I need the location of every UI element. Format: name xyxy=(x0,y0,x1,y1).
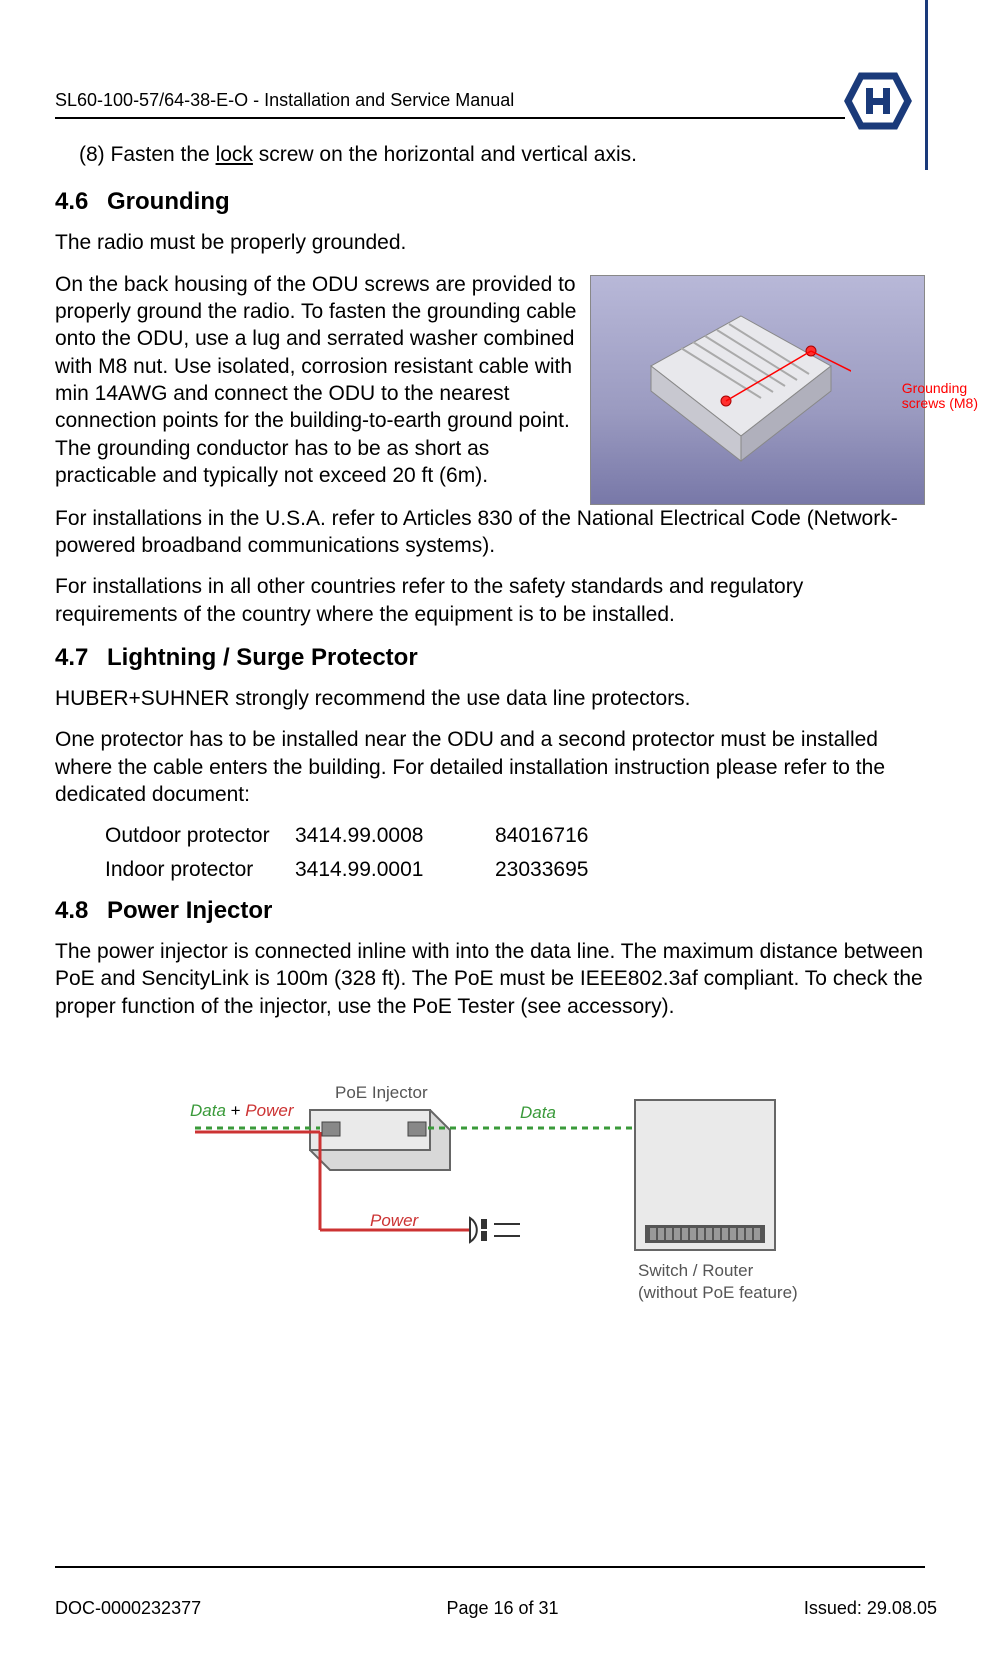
section-4-6-title: Grounding xyxy=(107,188,230,215)
brand-logo xyxy=(844,72,912,135)
odu-grounding-figure: Grounding screws (M8) xyxy=(590,275,925,505)
power-label-red: Power xyxy=(245,1101,293,1120)
table-row: Indoor protector 3414.99.0001 23033695 xyxy=(105,856,925,883)
header-rule xyxy=(55,117,845,119)
section-4-8-num: 4.8 xyxy=(55,895,107,926)
right-border-bar xyxy=(925,0,928,170)
s46-p2: On the back housing of the ODU screws ar… xyxy=(55,271,595,489)
data-label-green: Data xyxy=(190,1101,226,1120)
footer-issued-date: Issued: 29.08.05 xyxy=(804,1598,937,1619)
ground-label-l1: Grounding xyxy=(902,380,967,396)
page-footer: DOC-0000232377 Page 16 of 31 Issued: 29.… xyxy=(55,1566,937,1619)
outdoor-protector-code: 84016716 xyxy=(495,822,645,849)
section-4-8-heading: 4.8Power Injector xyxy=(55,895,925,926)
plus-label: + xyxy=(226,1101,245,1120)
step8-prefix: (8) Fasten the xyxy=(79,143,216,166)
section-4-7-heading: 4.7Lightning / Surge Protector xyxy=(55,642,925,673)
step8-suffix: screw on the horizontal and vertical axi… xyxy=(253,143,637,166)
s46-p4: For installations in all other countries… xyxy=(55,573,925,628)
footer-page-number: Page 16 of 31 xyxy=(446,1598,558,1619)
indoor-protector-part: 3414.99.0001 xyxy=(295,856,495,883)
power-label: Power xyxy=(370,1210,418,1232)
outdoor-protector-label: Outdoor protector xyxy=(105,822,295,849)
s47-p1: HUBER+SUHNER strongly recommend the use … xyxy=(55,685,925,712)
switch-l2: (without PoE feature) xyxy=(638,1283,798,1302)
outdoor-protector-part: 3414.99.0008 xyxy=(295,822,495,849)
step-8-text: (8) Fasten the lock screw on the horizon… xyxy=(55,141,925,168)
step8-underlined: lock xyxy=(216,143,253,166)
header-doc-title: SL60-100-57/64-38-E-O - Installation and… xyxy=(55,90,514,111)
s46-p1: The radio must be properly grounded. xyxy=(55,229,925,256)
ground-label-l2: screws (M8) xyxy=(902,395,978,411)
indoor-protector-code: 23033695 xyxy=(495,856,645,883)
section-4-6-num: 4.6 xyxy=(55,186,107,217)
grounding-screws-label: Grounding screws (M8) xyxy=(902,381,978,412)
s48-p1: The power injector is connected inline w… xyxy=(55,938,925,1020)
switch-router-label: Switch / Router (without PoE feature) xyxy=(638,1260,798,1304)
section-4-7-num: 4.7 xyxy=(55,642,107,673)
footer-rule xyxy=(55,1566,925,1568)
section-4-7-title: Lightning / Surge Protector xyxy=(107,644,418,671)
footer-doc-id: DOC-0000232377 xyxy=(55,1598,201,1619)
s47-p2: One protector has to be installed near t… xyxy=(55,726,925,808)
table-row: Outdoor protector 3414.99.0008 84016716 xyxy=(105,822,925,849)
poe-diagram: Data + Power PoE Injector Data Power Swi… xyxy=(160,1050,820,1320)
data-label: Data xyxy=(520,1102,556,1124)
data-plus-power-label: Data + Power xyxy=(190,1100,293,1122)
poe-injector-label: PoE Injector xyxy=(335,1082,428,1104)
section-4-6-heading: 4.6Grounding xyxy=(55,186,925,217)
section-4-8-title: Power Injector xyxy=(107,897,272,924)
s46-p3: For installations in the U.S.A. refer to… xyxy=(55,505,925,560)
indoor-protector-label: Indoor protector xyxy=(105,856,295,883)
switch-l1: Switch / Router xyxy=(638,1261,753,1280)
protector-table: Outdoor protector 3414.99.0008 84016716 … xyxy=(55,822,925,883)
